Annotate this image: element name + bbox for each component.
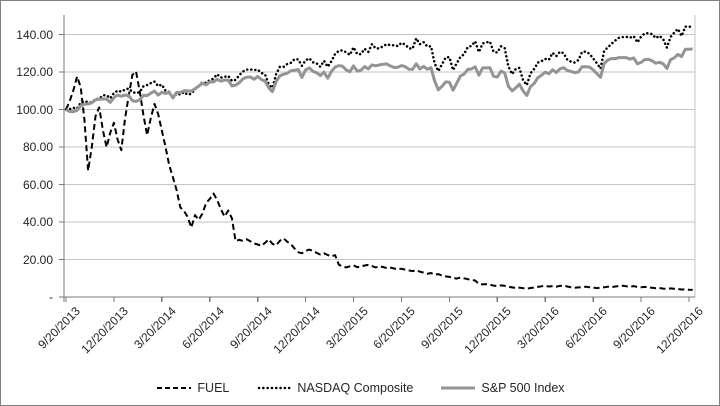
legend-item-fuel: FUEL [157,381,229,395]
legend-dotted-line-icon [258,386,292,390]
legend-solid-line-icon [441,386,476,390]
legend-item-nasdaq: NASDAQ Composite [257,381,413,395]
legend-label-fuel: FUEL [197,381,230,395]
y-axis-label: 100.00 [16,102,53,117]
legend-label-sp500: S&P 500 Index [481,381,565,395]
y-axis-label: 80.00 [22,140,53,154]
series-line-fuel [65,70,693,291]
y-axis-label: 60.00 [22,177,53,192]
y-axis-label: 120.00 [16,65,53,79]
y-axis-label: 40.00 [22,215,53,229]
y-axis-label: - [49,290,53,304]
series-line-s-p-500-index [65,47,693,114]
series-line-nasdaq-composite [64,24,694,111]
y-axis-label: 140.00 [16,27,53,42]
legend-dashed-line-icon [157,387,192,389]
legend-item-sp500: S&P 500 Index [441,381,565,395]
chart-legend: FUEL NASDAQ Composite S&P 500 Index [1,379,719,397]
legend-label-nasdaq: NASDAQ Composite [297,381,414,395]
y-axis-label: 20.00 [22,252,53,267]
